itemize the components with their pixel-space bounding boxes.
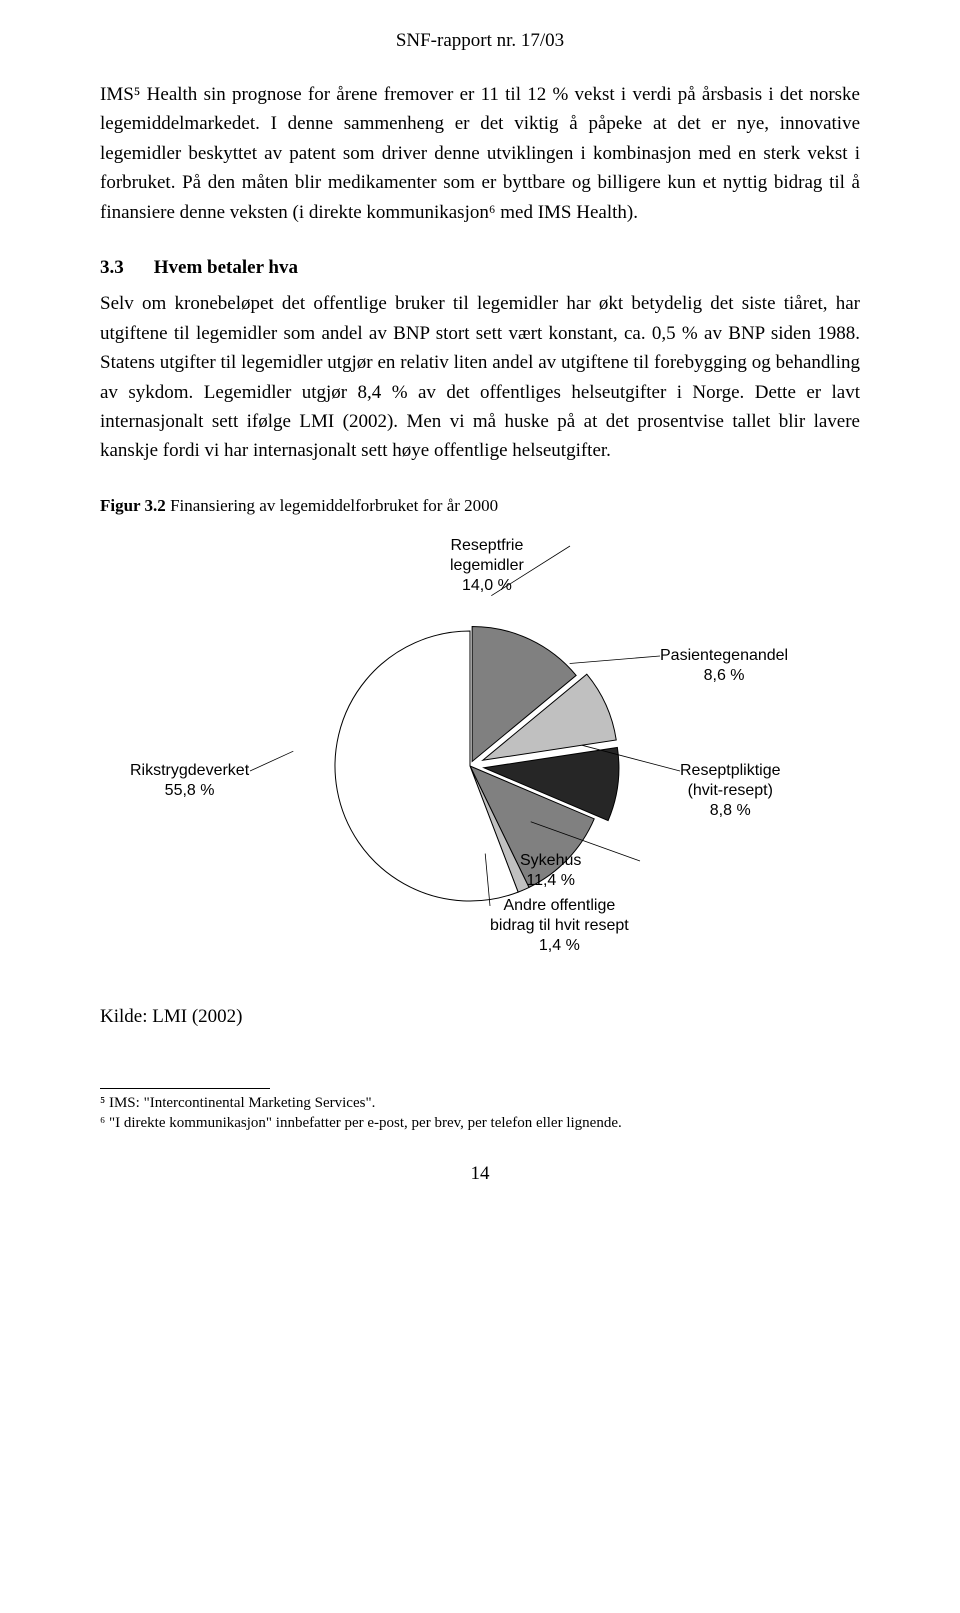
- footnote-rule: [100, 1088, 270, 1089]
- footnote-5: ⁵ IMS: "Intercontinental Marketing Servi…: [100, 1093, 860, 1113]
- report-header: SNF-rapport nr. 17/03: [100, 30, 860, 52]
- paragraph-1: IMS⁵ Health sin prognose for årene fremo…: [100, 80, 860, 227]
- section-heading: 3.3 Hvem betaler hva: [100, 257, 860, 279]
- figure-caption: Figur 3.2 Finansiering av legemiddelforb…: [100, 496, 860, 516]
- page-number: 14: [100, 1163, 860, 1185]
- pie-label: Reseptfrie legemidler 14,0 %: [450, 536, 524, 596]
- section-number: 3.3: [100, 257, 124, 279]
- pie-chart-svg: [300, 596, 640, 936]
- pie-label: Sykehus 11,4 %: [520, 851, 581, 891]
- figure-text: Finansiering av legemiddelforbruket for …: [166, 496, 498, 515]
- paragraph-2: Selv om kronebeløpet det offentlige bruk…: [100, 289, 860, 466]
- section-title: Hvem betaler hva: [154, 257, 298, 278]
- pie-label: Reseptpliktige (hvit-resept) 8,8 %: [680, 761, 781, 821]
- figure-source: Kilde: LMI (2002): [100, 1006, 860, 1028]
- pie-label: Rikstrygdeverket 55,8 %: [130, 761, 249, 801]
- figure-label: Figur 3.2: [100, 496, 166, 515]
- pie-label: Pasientegenandel 8,6 %: [660, 646, 788, 686]
- pie-leader: [250, 751, 293, 771]
- pie-chart: Reseptfrie legemidler 14,0 % Pasientegena…: [100, 536, 860, 966]
- pie-label: Andre offentlige bidrag til hvit resept …: [490, 896, 629, 956]
- footnote-6: ⁶ "I direkte kommunikasjon" innbefatter …: [100, 1113, 860, 1133]
